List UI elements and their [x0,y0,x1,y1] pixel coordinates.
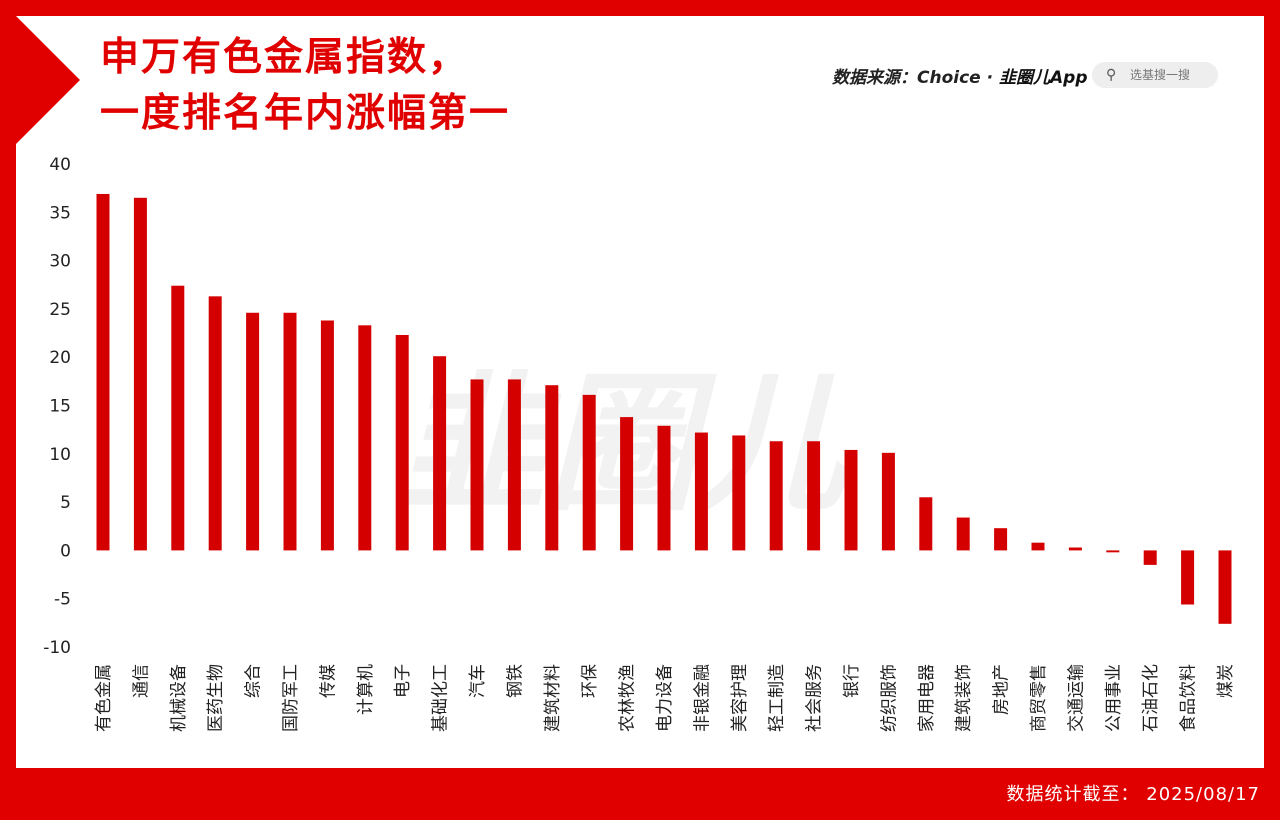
x-tick-label: 基础化工 [431,664,451,732]
source-label: 数据来源：Choice · [832,68,999,88]
x-tick-label: 电子 [393,664,413,698]
x-tick-label: 国防军工 [281,664,301,732]
y-tick-label: 30 [49,252,71,272]
y-tick-label: 25 [49,300,71,320]
bar [96,193,110,551]
bar [507,379,521,551]
bar [582,394,596,551]
x-tick-label: 通信 [131,664,151,698]
y-tick-label: 10 [49,445,71,465]
bar [246,312,260,551]
bar [657,425,671,551]
x-tick-label: 纺织服饰 [879,664,899,732]
x-tick-label: 电力设备 [655,664,675,732]
bar [470,379,484,551]
x-tick-label: 银行 [842,664,862,698]
bar [881,452,895,551]
x-tick-label: 家用电器 [917,664,937,732]
x-tick-label: 美容护理 [730,664,750,732]
bar [1143,550,1157,565]
corner-triangle [16,16,80,144]
bar [844,449,858,551]
y-tick-label: 0 [60,541,71,561]
x-tick-label: 建筑材料 [543,664,563,732]
x-tick-label: 石油石化 [1141,664,1161,732]
bar [545,385,559,551]
x-tick-label: 钢铁 [505,664,525,698]
data-source: 数据来源：Choice · 韭圈儿App [832,63,1088,88]
y-tick-label: 35 [49,203,71,223]
bar [283,312,297,551]
bar [433,356,447,551]
x-tick-label: 交通运输 [1066,664,1086,732]
search-placeholder: 选基搜一搜 [1130,68,1191,82]
bar [320,320,334,551]
title-line-1: 申万有色金属指数， [100,35,470,80]
x-tick-label: 计算机 [356,664,376,715]
search-box[interactable]: ⚲ 选基搜一搜 [1092,62,1218,88]
app-logo: 韭圈儿App [999,68,1088,88]
x-tick-label: 有色金属 [94,664,114,732]
x-tick-label: 房地产 [992,664,1012,715]
x-tick-label: 传媒 [318,664,338,698]
x-tick-label: 综合 [244,664,264,698]
x-tick-label: 食品饮料 [1179,664,1199,732]
x-tick-label: 建筑装饰 [954,664,974,732]
x-tick-label: 商贸零售 [1029,664,1049,732]
y-tick-label: 15 [49,397,71,417]
bar [994,528,1008,551]
x-tick-label: 煤炭 [1216,664,1236,698]
bar [732,435,746,551]
x-tick-label: 公用事业 [1104,664,1124,732]
bar [956,517,970,551]
bar [694,432,708,551]
x-tick-label: 社会服务 [805,664,825,732]
x-tick-label: 轻工制造 [767,664,787,732]
bar [620,417,634,551]
chart-card: 申万有色金属指数， 一度排名年内涨幅第一 数据来源：Choice · 韭圈儿Ap… [16,16,1264,768]
x-tick-label: 医药生物 [206,664,226,732]
bar [1181,550,1195,605]
bar [807,441,821,551]
y-tick-label: 5 [60,493,71,513]
stats-date: 数据统计截至： 2025/08/17 [1006,784,1260,805]
x-tick-label: 机械设备 [169,664,189,732]
y-tick-label: 20 [49,348,71,368]
bar [1106,550,1120,553]
bar [1031,542,1045,551]
bar [919,497,933,551]
x-tick-label: 非银金融 [692,664,712,732]
bar [171,285,185,551]
x-tick-label: 汽车 [468,664,488,698]
y-tick-label: 40 [49,155,71,175]
x-tick-label: 环保 [580,664,600,698]
y-tick-label: -10 [43,638,71,658]
bar-chart: 韭圈儿4035302520151050-5-10有色金属通信机械设备医药生物综合… [43,155,1236,732]
bar [133,197,147,551]
bar [208,296,222,551]
bar [395,334,409,551]
bar [1218,550,1232,624]
search-icon: ⚲ [1106,67,1117,83]
x-tick-label: 农林牧渔 [618,664,638,732]
bar [1068,547,1082,551]
title-line-2: 一度排名年内涨幅第一 [100,91,511,136]
bar [769,441,783,551]
page-title: 申万有色金属指数， 一度排名年内涨幅第一 [100,30,510,142]
y-tick-label: -5 [54,590,71,610]
bar [358,325,372,551]
